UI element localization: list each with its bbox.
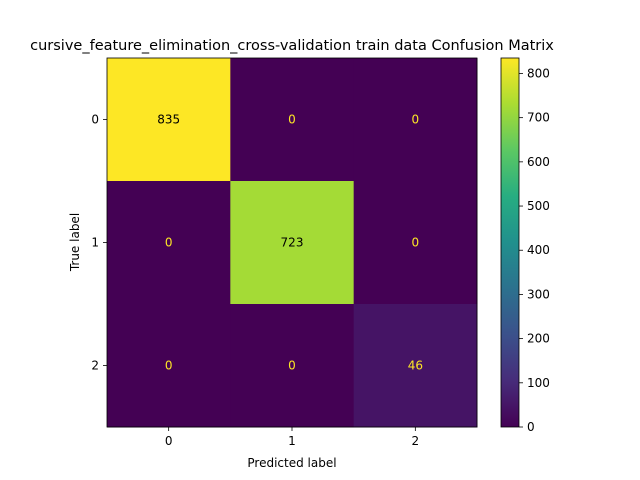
colorbar-tick-label: 800: [527, 66, 550, 80]
heatmap-cell: [230, 181, 355, 305]
colorbar: 0 100 200 300 400 500 600 700 800: [500, 57, 550, 434]
y-axis-label: True label: [68, 213, 82, 272]
cell-value-label: 0: [288, 359, 296, 373]
heatmap-cell: [353, 58, 478, 182]
heatmap-cell: [107, 181, 231, 305]
y-tick-label: 1: [91, 236, 99, 250]
cell-value-label: 0: [288, 113, 296, 127]
colorbar-frame: [500, 57, 520, 428]
x-axis-label: Predicted label: [247, 456, 336, 470]
y-axis: 0 1 2: [91, 113, 107, 373]
x-axis: 0 1 2: [165, 427, 419, 448]
cell-value-label: 0: [165, 359, 173, 373]
heatmap-cell: [230, 58, 355, 182]
cell-value-label: 0: [412, 113, 420, 127]
x-tick-label: 1: [288, 434, 296, 448]
chart-title: cursive_feature_elimination_cross-valida…: [30, 38, 554, 54]
colorbar-tick-label: 300: [527, 287, 550, 301]
heatmap-cell: [107, 304, 231, 428]
x-tick-label: 0: [165, 434, 173, 448]
colorbar-tick-label: 0: [527, 420, 535, 434]
heatmap-cell: [230, 304, 355, 428]
y-tick-label: 0: [91, 113, 99, 127]
cell-value-label: 723: [281, 236, 304, 250]
colorbar-tick-label: 700: [527, 111, 550, 125]
colorbar-gradient: [501, 58, 519, 427]
colorbar-tick-label: 100: [527, 376, 550, 390]
cell-value-label: 46: [408, 359, 423, 373]
heatmap-cell: [353, 181, 478, 305]
heatmap-cell: [107, 58, 231, 182]
colorbar-tick-label: 400: [527, 243, 550, 257]
colorbar-tick-label: 200: [527, 332, 550, 346]
cell-value-label: 835: [157, 113, 180, 127]
cell-value-label: 0: [165, 236, 173, 250]
y-tick-label: 2: [91, 359, 99, 373]
heatmap: 835 0 0 0 723 0 0 0 46: [106, 57, 478, 428]
cell-value-label: 0: [412, 236, 420, 250]
heatmap-cell: [353, 304, 478, 428]
x-tick-label: 2: [412, 434, 420, 448]
colorbar-tick-label: 600: [527, 155, 550, 169]
colorbar-tick-label: 500: [527, 199, 550, 213]
